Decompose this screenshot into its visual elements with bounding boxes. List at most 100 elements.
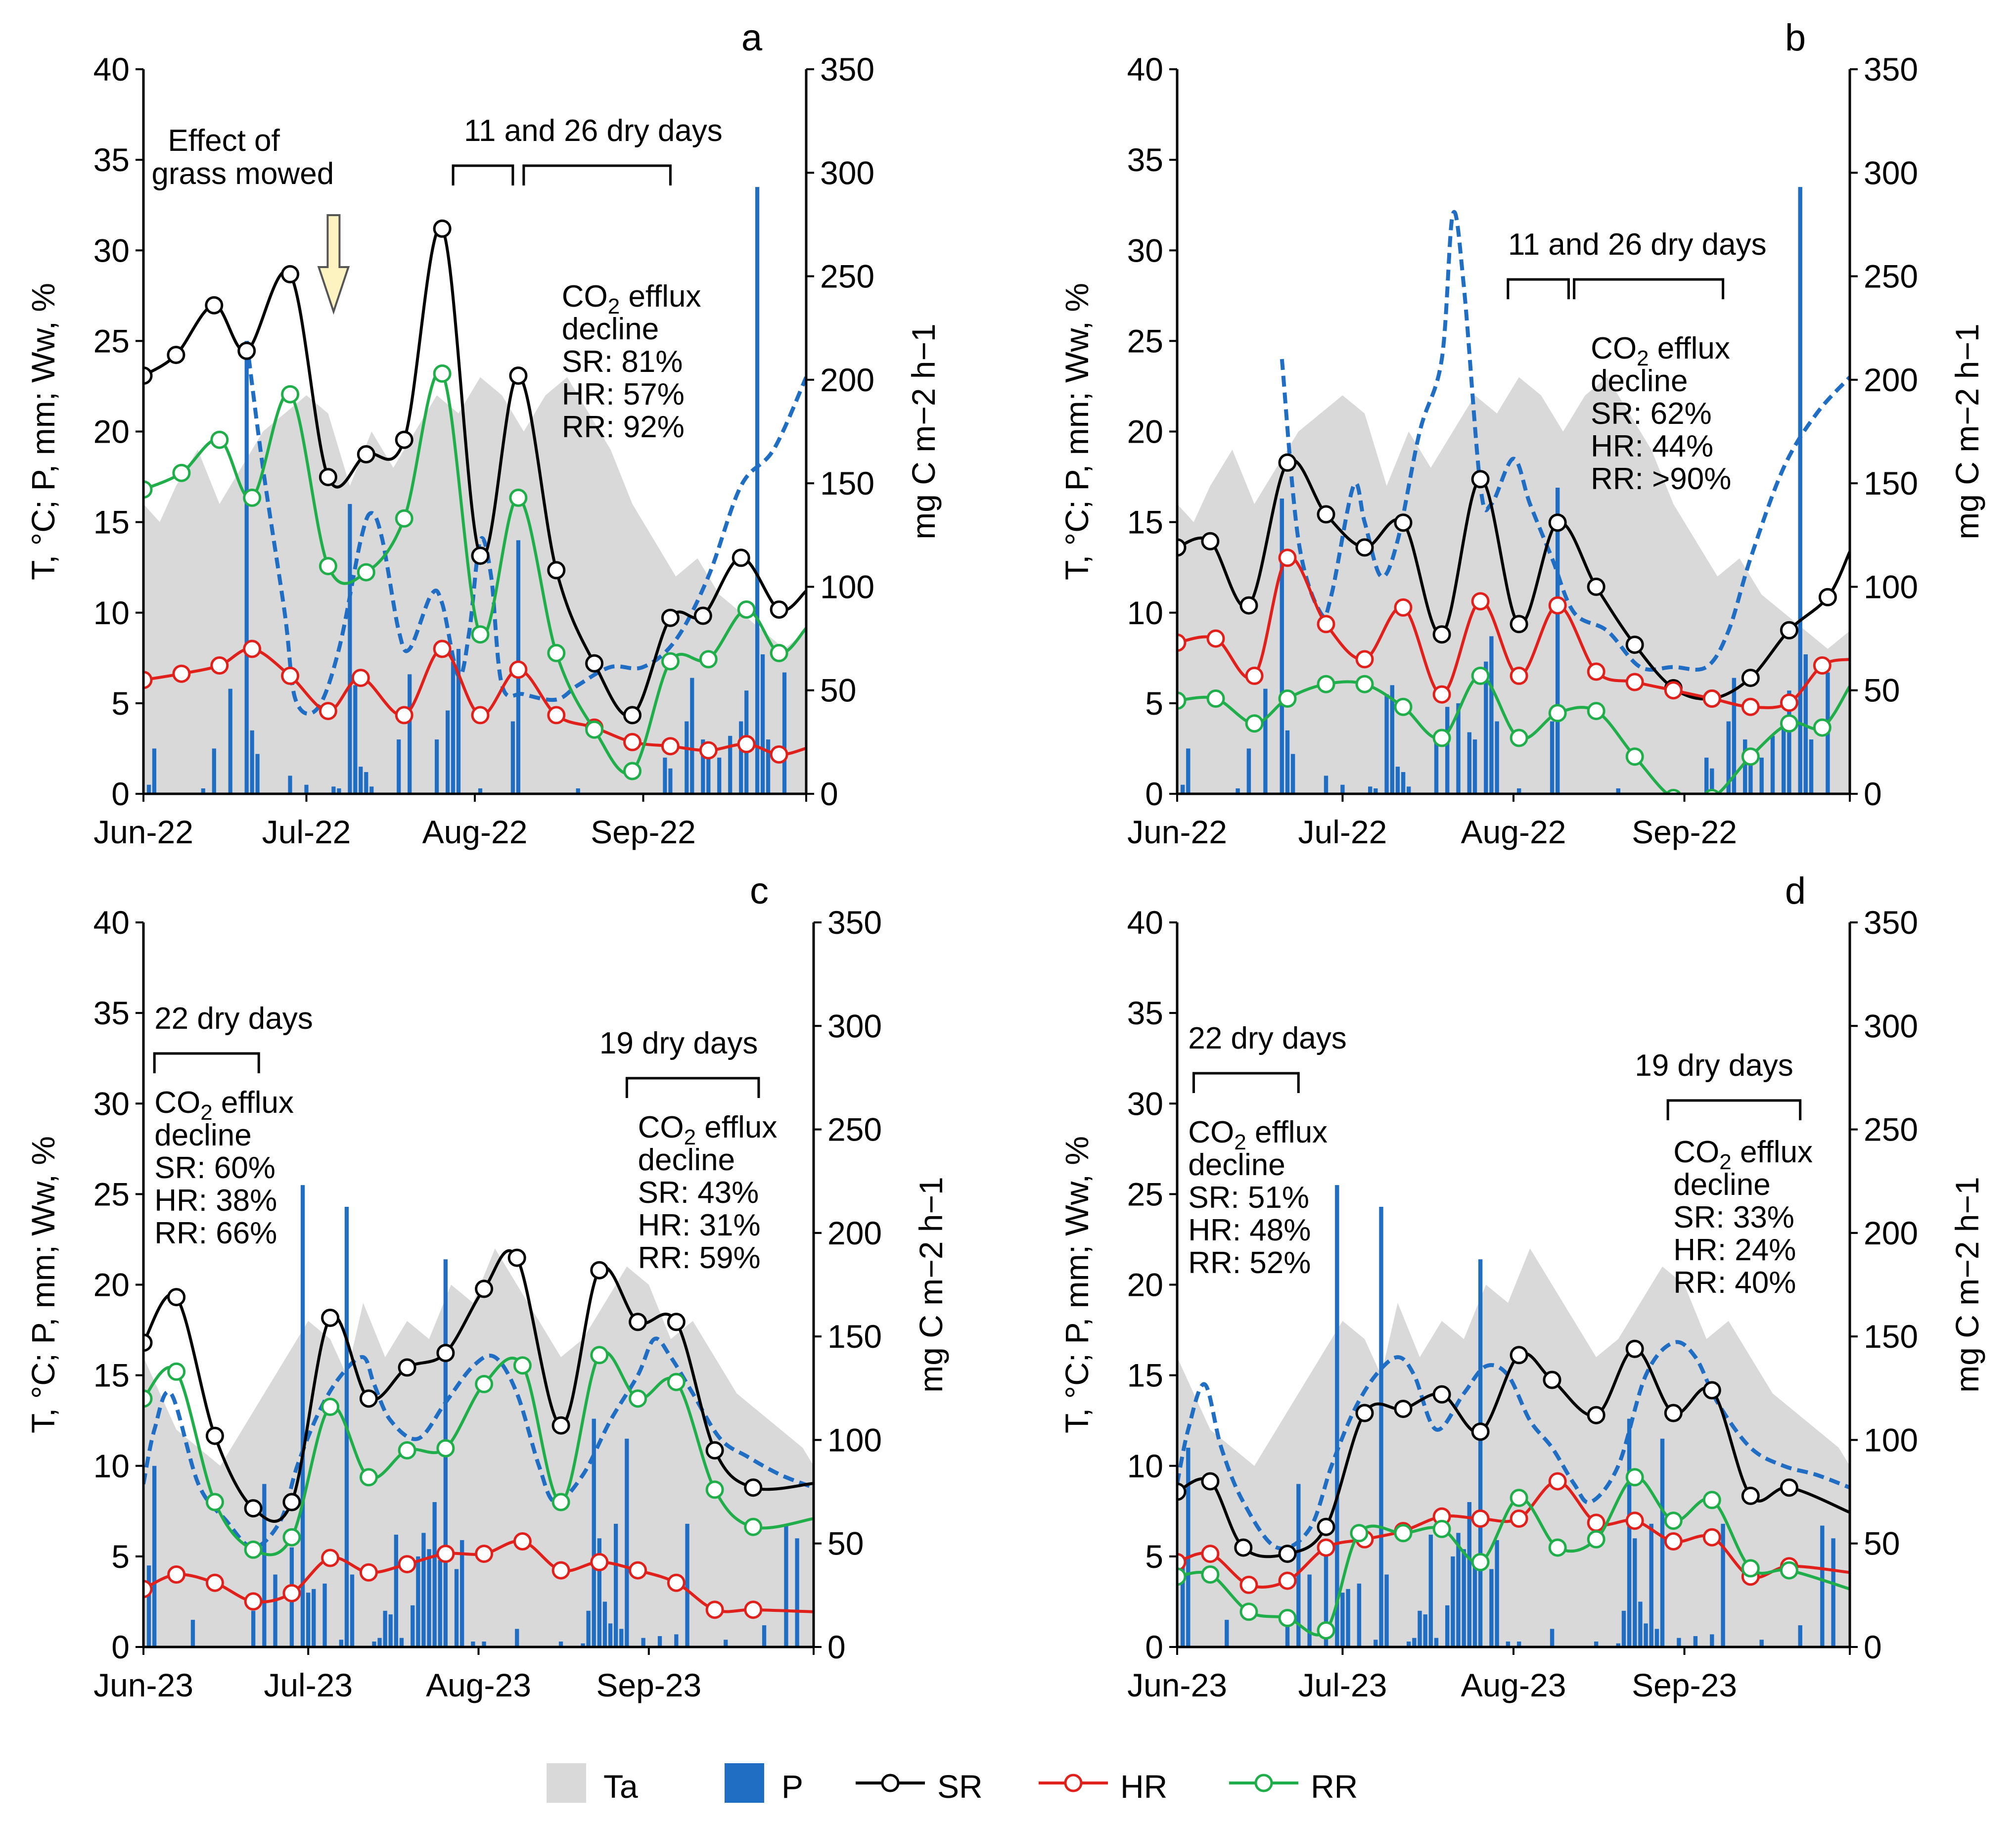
precip-bar: [1384, 1574, 1389, 1647]
left-tick-label: 10: [1127, 594, 1163, 631]
precip-bar: [408, 674, 412, 794]
dry-days-bracket: [1192, 1072, 1300, 1093]
rr-point: [143, 480, 153, 499]
decline-value: SR: 51%: [1188, 1181, 1309, 1215]
hr-point: [509, 660, 528, 679]
right-tick-label: 150: [827, 1318, 882, 1355]
precip-bar: [460, 1540, 464, 1647]
sr-point: [1177, 1482, 1187, 1501]
left-axis-title: T, °C; P, mm; Ww, %: [1058, 1136, 1095, 1433]
rr-point: [1548, 704, 1567, 723]
sr-point: [436, 1344, 455, 1363]
ww-line: [143, 1336, 814, 1550]
precip-bar: [641, 1638, 645, 1647]
precip-bar: [1803, 654, 1808, 794]
panel-a: 0 5 10 15 20 25 30 35 40 0 50 100 150 200 250 300 350 Jun…: [25, 17, 942, 850]
right-tick-label: 200: [827, 1215, 882, 1251]
rr-point: [395, 509, 413, 528]
sr-point: [1702, 1381, 1721, 1400]
sr-point: [1741, 1486, 1760, 1505]
decline-title: CO2 efflux: [1188, 1115, 1328, 1154]
precip-bar: [1423, 1614, 1427, 1647]
precip-bar: [717, 757, 722, 794]
sr-point: [551, 1416, 570, 1435]
rr-point: [1780, 714, 1798, 733]
precip-bar: [1246, 748, 1251, 794]
precip-bar: [1451, 1556, 1455, 1647]
left-tick-label: 0: [1145, 1629, 1163, 1665]
hr-point: [1239, 1575, 1258, 1594]
hr-point: [244, 1592, 263, 1611]
plot-area: [1177, 1185, 1850, 1647]
rr-point: [244, 1540, 263, 1559]
sr-point: [1548, 513, 1567, 532]
precip-bar: [1412, 1638, 1417, 1647]
right-tick-label: 100: [1864, 568, 1918, 605]
left-axis-title: T, °C; P, mm; Ww, %: [1058, 283, 1095, 580]
precip-bar: [1285, 1610, 1290, 1647]
rr-point: [1206, 689, 1225, 708]
precip-bar: [1704, 757, 1709, 794]
precip-bar: [421, 1533, 426, 1647]
sr-point: [1278, 1545, 1297, 1563]
precip-bar: [674, 1634, 679, 1647]
precip-bar: [619, 1629, 624, 1647]
hr-point: [321, 1549, 340, 1567]
sr-point: [509, 366, 528, 385]
precip-bar: [1759, 1640, 1764, 1647]
rr-point: [1741, 747, 1760, 766]
hr-point: [1432, 685, 1451, 704]
sr-point: [1780, 621, 1798, 640]
legend-label: RR: [1311, 1768, 1358, 1805]
precip-bar: [369, 786, 374, 794]
sr-point: [281, 265, 300, 283]
precip-bar: [1456, 1533, 1461, 1647]
rr-point: [513, 1356, 532, 1375]
hr-point: [398, 1555, 416, 1574]
precip-bar: [510, 721, 515, 794]
precip-bar: [1638, 1601, 1643, 1647]
left-tick-label: 25: [93, 322, 130, 359]
precip-bar: [212, 748, 216, 794]
dry-days-bracket: [1666, 1099, 1802, 1120]
rr-point: [1548, 1538, 1567, 1557]
precip-bar: [576, 788, 580, 794]
sr-point: [1239, 596, 1258, 615]
decline-value: HR: 24%: [1673, 1233, 1796, 1267]
left-axis-title: T, °C; P, mm; Ww, %: [25, 283, 61, 580]
sr-point: [1587, 577, 1605, 596]
hr-point: [1741, 697, 1760, 716]
right-tick-label: 150: [1864, 1318, 1918, 1355]
sr-point: [547, 561, 566, 580]
hr-line: [143, 647, 806, 756]
precip-bar: [1517, 1642, 1521, 1647]
precip-bar: [761, 654, 765, 794]
precip-bar: [1379, 1207, 1383, 1647]
rr-point: [1471, 1553, 1490, 1571]
sr-point: [1317, 505, 1335, 524]
precip-bar: [339, 1640, 343, 1647]
rr-point: [205, 1493, 224, 1511]
precip-bar: [312, 1589, 316, 1647]
precip-bar: [685, 721, 689, 794]
sr-point: [471, 547, 490, 565]
precip-bar: [739, 721, 743, 794]
hr-point: [143, 1580, 153, 1599]
hr-point: [737, 735, 756, 753]
left-tick-label: 30: [1127, 232, 1163, 269]
rr-point: [398, 1441, 416, 1460]
precip-bar: [1418, 1610, 1422, 1647]
x-tick-label: Sep-23: [596, 1667, 701, 1703]
precip-bar: [1820, 1525, 1825, 1647]
panel-label: d: [1785, 870, 1806, 912]
left-tick-label: 10: [1127, 1448, 1163, 1484]
rr-point: [475, 1374, 494, 1393]
left-tick-label: 30: [93, 232, 130, 269]
hr-point: [705, 1600, 724, 1619]
left-axis-title: T, °C; P, mm; Ww, %: [25, 1136, 61, 1433]
precip-bar: [190, 1620, 195, 1647]
decline-value: SR: 43%: [638, 1176, 759, 1210]
sr-point: [433, 219, 452, 238]
right-tick-label: 200: [1864, 362, 1918, 398]
decline-value: HR: 44%: [1591, 429, 1713, 463]
